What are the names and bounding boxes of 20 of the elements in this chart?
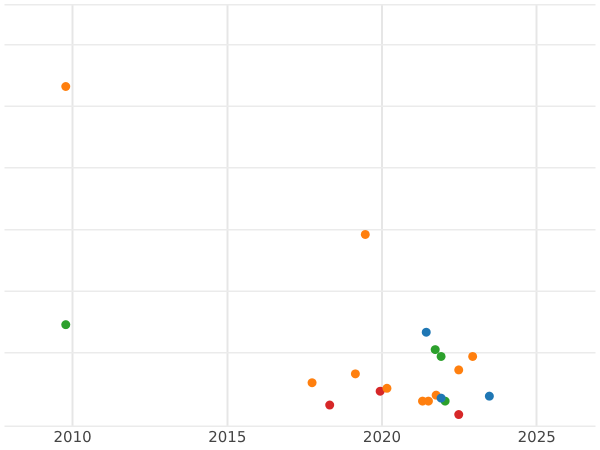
point <box>454 365 464 374</box>
x-tick-label: 2025 <box>518 428 556 446</box>
x-tick-label: 2010 <box>53 428 92 446</box>
point <box>484 392 494 401</box>
point <box>308 378 317 388</box>
point <box>382 384 392 393</box>
point <box>454 410 464 420</box>
x-tick-label: 2015 <box>208 428 246 446</box>
point <box>436 394 446 403</box>
point <box>376 386 385 396</box>
point <box>360 230 370 239</box>
point <box>325 400 334 410</box>
point <box>350 369 360 378</box>
point <box>436 352 446 361</box>
point <box>61 82 70 92</box>
point <box>468 352 478 361</box>
point <box>61 320 70 330</box>
point <box>430 345 440 354</box>
x-tick-label: 2020 <box>362 428 402 446</box>
point <box>422 328 431 337</box>
